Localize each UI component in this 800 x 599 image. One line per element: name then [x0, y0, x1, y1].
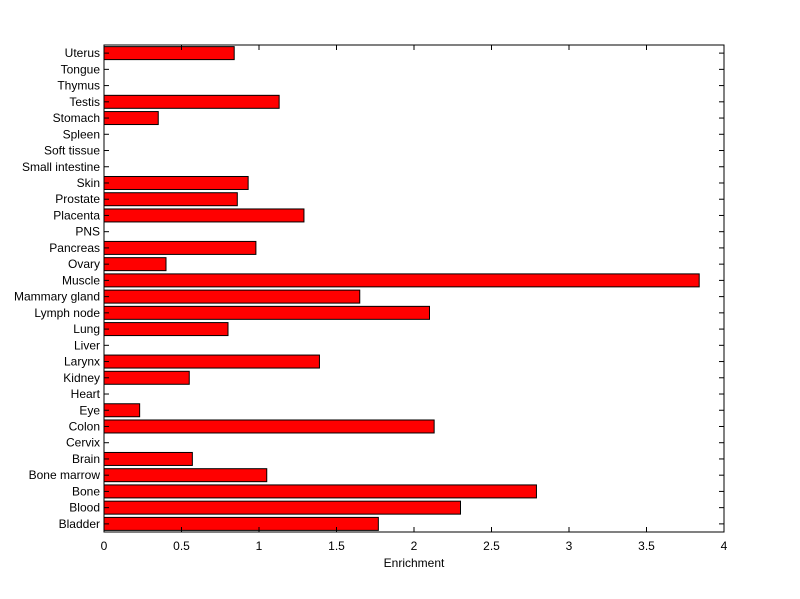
y-tick-label: Tongue — [61, 62, 101, 76]
y-tick-label: PNS — [75, 225, 100, 239]
bar-muscle — [103, 273, 700, 288]
y-tick-label: Bladder — [59, 517, 100, 531]
bar-eye — [103, 403, 141, 418]
y-tick-label: Lung — [73, 322, 100, 336]
y-tick-label: Stomach — [53, 111, 100, 125]
bar-larynx — [103, 354, 320, 369]
bar-bladder — [103, 516, 379, 531]
y-tick-label: Blood — [69, 501, 100, 515]
y-tick-group: Bladder Blood Bone Bone marrow Brain Cervix Co… — [14, 46, 724, 531]
plot-frame — [103, 44, 725, 533]
x-tick-label: 3.5 — [638, 539, 655, 553]
y-tick-label: Ovary — [68, 257, 100, 271]
bar-ovary — [103, 257, 167, 272]
x-tick-label: 2.5 — [483, 539, 500, 553]
y-tick-label: Bone — [72, 484, 100, 498]
y-tick-label: Thymus — [57, 79, 100, 93]
bar-blood — [103, 500, 461, 515]
bar-lung — [103, 322, 229, 337]
x-tick-label: 0 — [101, 539, 108, 553]
bar-placenta — [103, 208, 305, 223]
y-tick-label: Spleen — [63, 127, 100, 141]
y-tick-label: Soft tissue — [44, 144, 100, 158]
bar-stomach — [103, 111, 159, 126]
bar-bone-marrow — [103, 468, 268, 483]
bar-brain — [103, 451, 193, 466]
y-tick-label: Uterus — [65, 46, 100, 60]
y-tick-label: Prostate — [55, 192, 100, 206]
x-tick-label: 3 — [566, 539, 573, 553]
y-tick-label: Skin — [77, 176, 100, 190]
bar-testis — [103, 94, 280, 109]
y-tick-label: Colon — [69, 419, 100, 433]
x-tick-label: 1 — [256, 539, 263, 553]
y-tick-label: Larynx — [64, 355, 100, 369]
y-tick-label: Lymph node — [34, 306, 100, 320]
x-tick-label: 4 — [721, 539, 728, 553]
bar-colon — [103, 419, 435, 434]
y-tick-label: Eye — [79, 403, 100, 417]
bar-pancreas — [103, 240, 257, 255]
y-tick-label: Pancreas — [49, 241, 100, 255]
bar-uterus — [103, 46, 235, 61]
x-tick-label: 0.5 — [173, 539, 190, 553]
y-tick-label: Liver — [74, 338, 100, 352]
bar-mammary-gland — [103, 289, 361, 304]
bar-prostate — [103, 192, 238, 207]
y-tick-label: Muscle — [62, 273, 100, 287]
bar-bone — [103, 484, 537, 499]
y-tick-label: Mammary gland — [14, 290, 100, 304]
y-tick-label: Small intestine — [22, 160, 100, 174]
x-tick-label: 1.5 — [328, 539, 345, 553]
y-tick-label: Testis — [69, 95, 100, 109]
y-tick-label: Bone marrow — [29, 468, 101, 482]
y-tick-label: Brain — [72, 452, 100, 466]
x-tick-label: 2 — [411, 539, 418, 553]
x-axis-title: Enrichment — [384, 556, 445, 570]
bar-lymph-node — [103, 305, 430, 320]
y-tick-label: Kidney — [63, 371, 100, 385]
y-tick-label: Heart — [71, 387, 101, 401]
y-tick-label: Cervix — [66, 436, 100, 450]
y-tick-label: Placenta — [53, 208, 100, 222]
bar-kidney — [103, 370, 190, 385]
bar-skin — [103, 175, 249, 190]
